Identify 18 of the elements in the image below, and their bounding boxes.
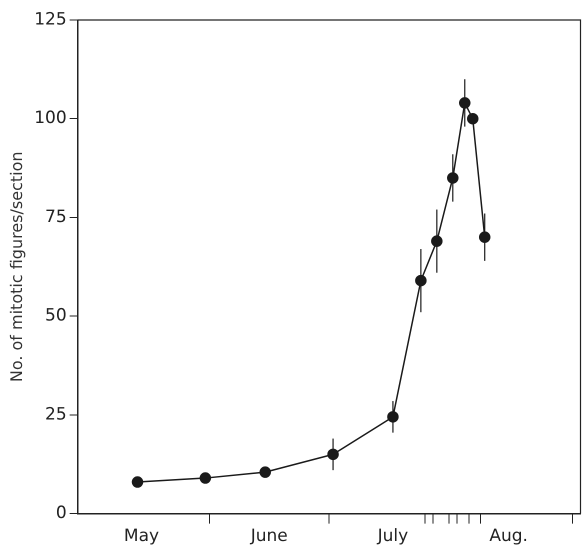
y-tick-label: 125 (34, 9, 67, 30)
point (327, 448, 339, 460)
x-tick-label: July (376, 526, 408, 546)
point (387, 411, 399, 423)
y-axis-title: No. of mitotic figures/section (6, 151, 26, 382)
y-tick-label: 0 (56, 503, 67, 524)
point (415, 274, 427, 286)
x-tick-label: Aug. (489, 526, 528, 546)
x-tick-label: May (124, 526, 160, 546)
y-tick-label: 25 (45, 404, 67, 424)
point (259, 466, 271, 478)
y-tick-label: 100 (34, 108, 67, 128)
point (466, 112, 478, 124)
point (200, 472, 212, 484)
y-tick-label: 50 (45, 306, 67, 326)
point (132, 476, 144, 488)
x-tick-label: June (250, 526, 288, 546)
y-tick-label: 75 (45, 206, 67, 227)
